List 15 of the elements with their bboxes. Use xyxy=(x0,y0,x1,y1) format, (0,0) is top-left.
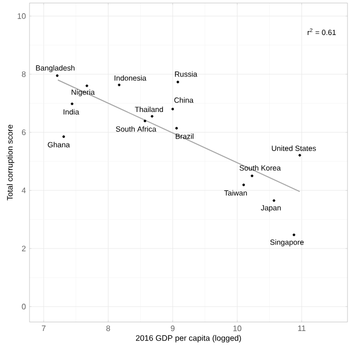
point xyxy=(298,154,302,157)
point xyxy=(150,115,154,118)
point xyxy=(292,234,296,236)
point xyxy=(176,80,180,84)
point xyxy=(56,74,59,77)
point xyxy=(272,199,276,202)
point xyxy=(70,102,74,106)
point xyxy=(86,84,88,88)
point xyxy=(62,135,65,138)
point xyxy=(171,108,174,110)
point xyxy=(144,120,146,122)
point xyxy=(250,174,254,178)
point xyxy=(242,184,245,186)
point xyxy=(175,126,178,130)
point xyxy=(118,84,120,86)
